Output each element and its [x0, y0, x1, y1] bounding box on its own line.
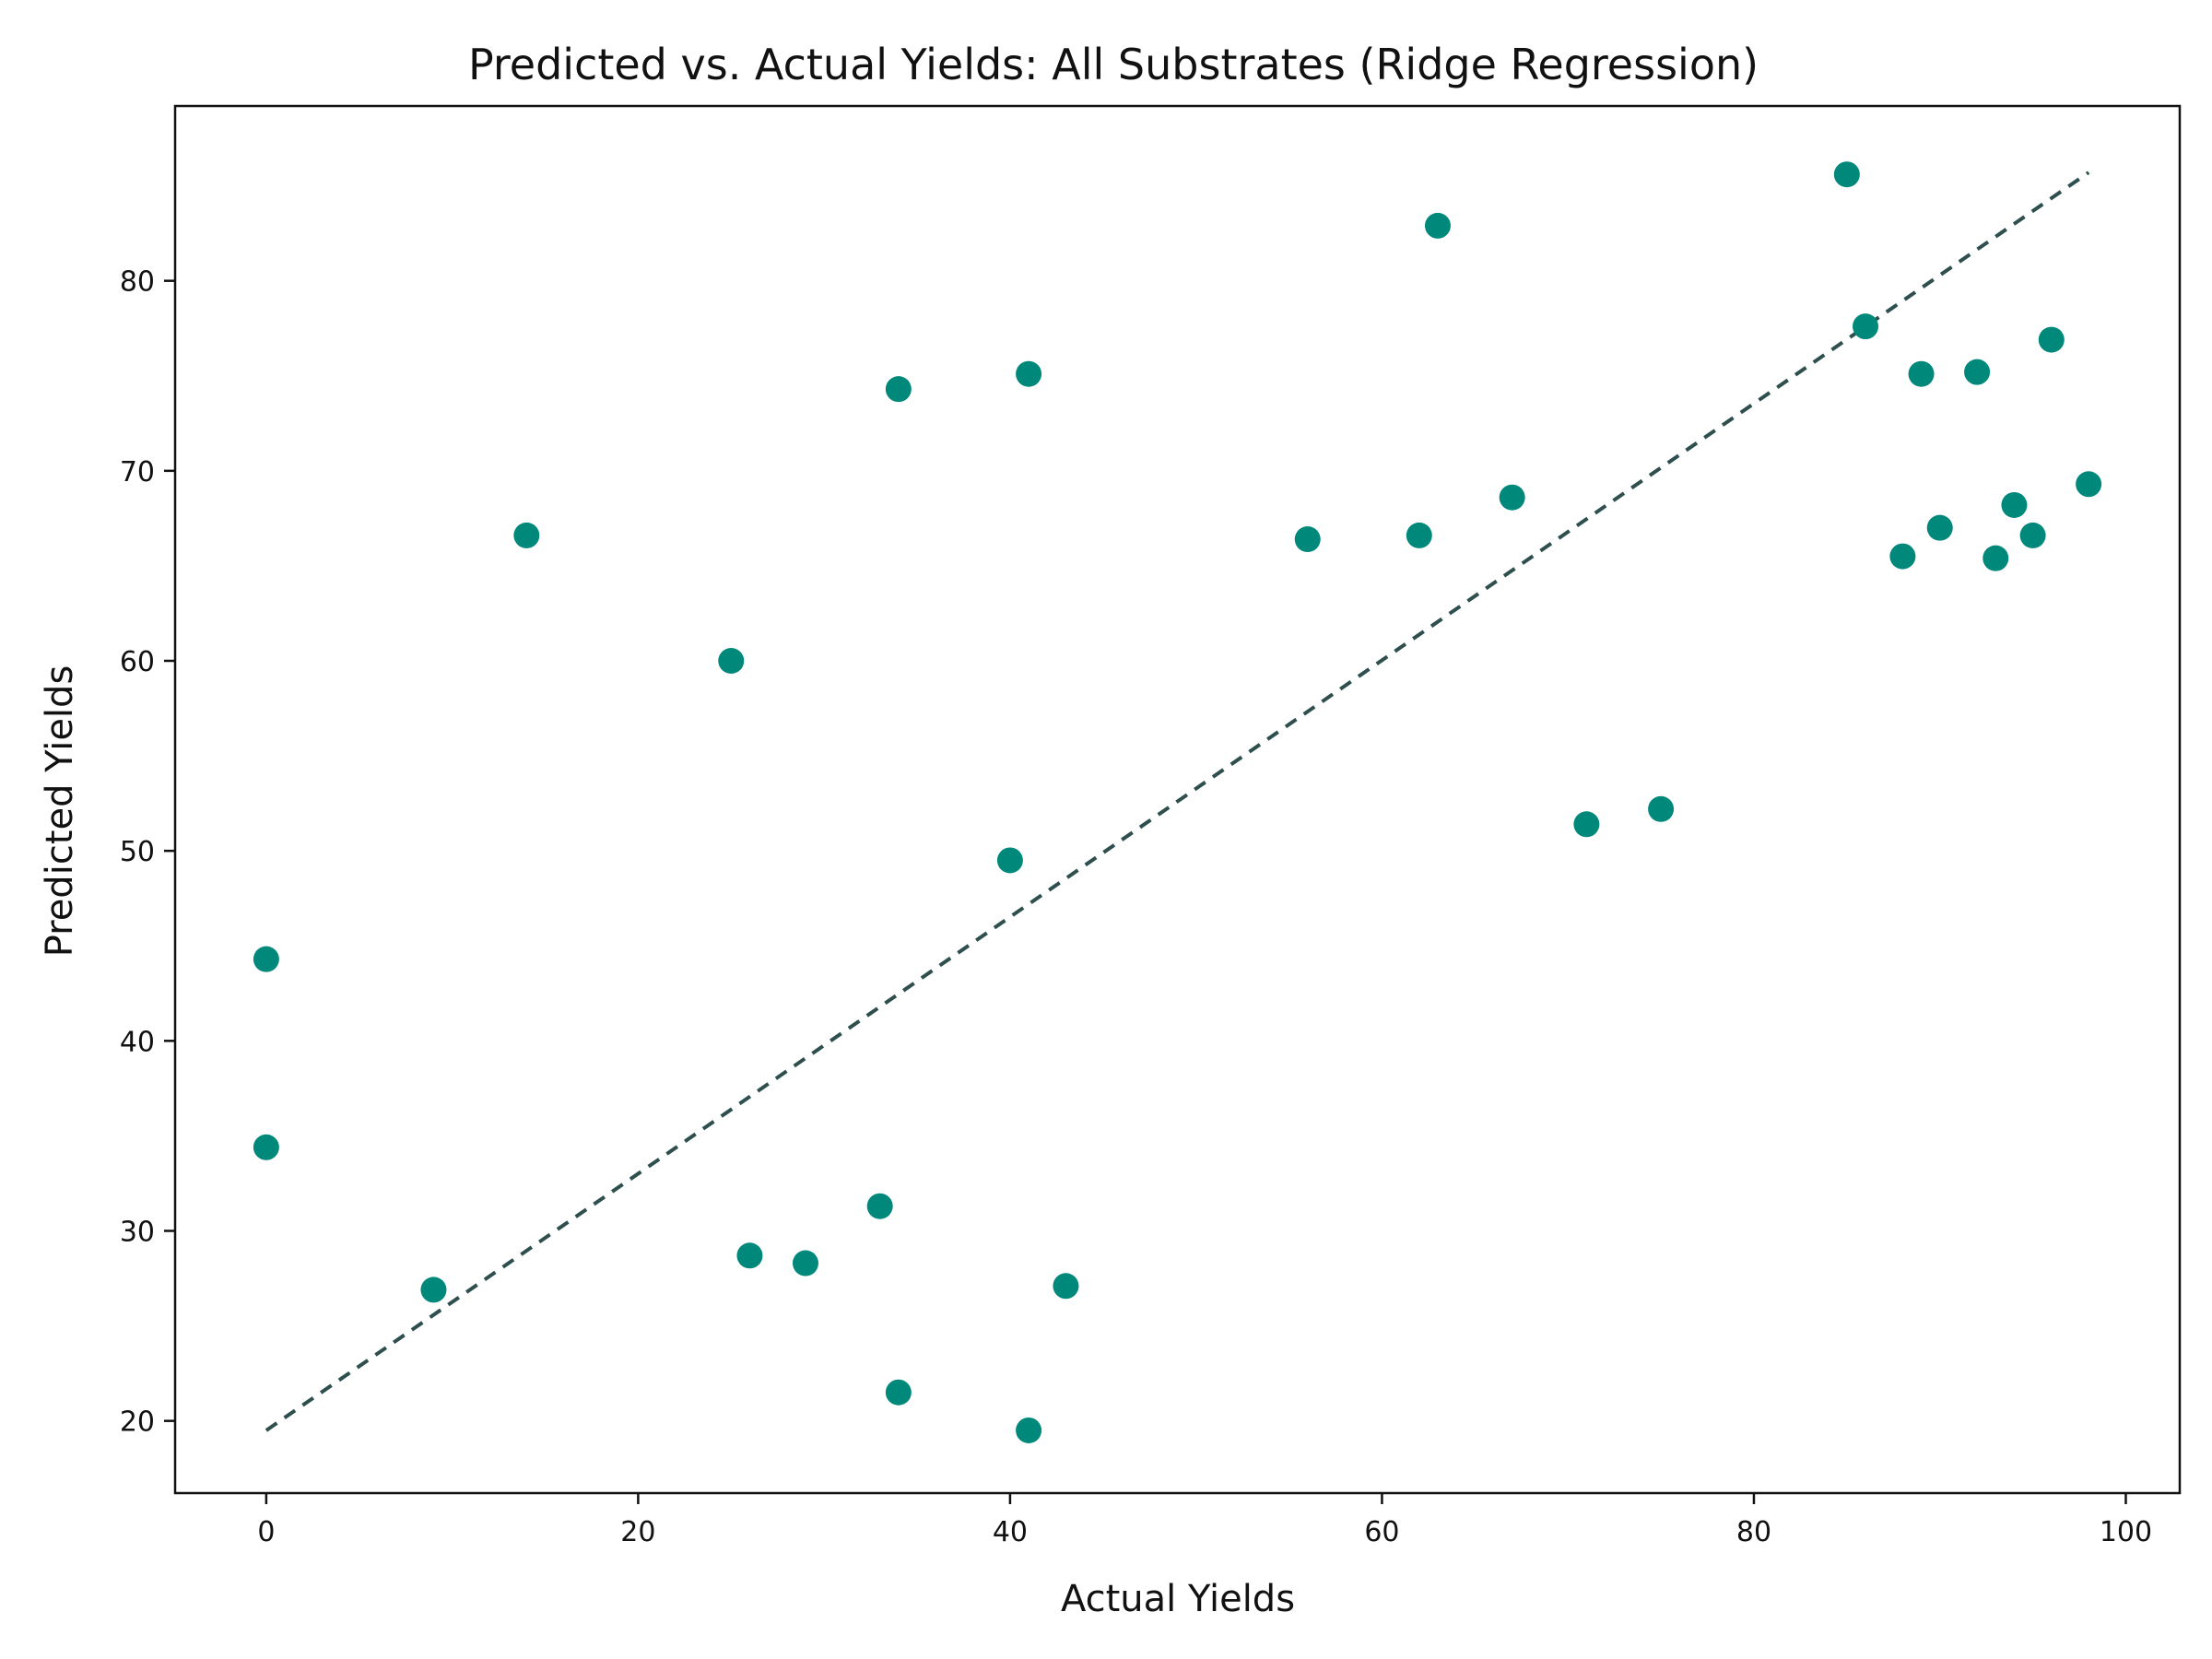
scatter-point [513, 522, 540, 548]
scatter-point [2038, 326, 2065, 353]
scatter-point [1016, 1417, 1042, 1443]
y-tick-label: 80 [120, 266, 155, 299]
scatter-point [2001, 491, 2028, 518]
scatter-point [1964, 359, 1991, 385]
scatter-point [1648, 795, 1675, 822]
scatter-point [996, 847, 1023, 874]
scatter-point [1908, 360, 1935, 387]
scatter-point [1424, 212, 1451, 239]
scatter-point [2019, 522, 2046, 548]
scatter-point [1983, 545, 2009, 571]
scatter-point [1406, 522, 1432, 548]
y-tick-label: 70 [120, 456, 155, 488]
scatter-point [1053, 1273, 1079, 1300]
scatter-point [736, 1242, 763, 1269]
x-tick-label: 60 [1364, 1516, 1399, 1548]
scatter-point [420, 1277, 447, 1303]
scatter-point [2076, 471, 2102, 498]
scatter-point [253, 1134, 279, 1160]
scatter-point [1294, 526, 1321, 553]
scatter-point [1573, 811, 1600, 838]
x-tick-label: 40 [993, 1516, 1028, 1548]
y-tick-label: 60 [120, 646, 155, 678]
scatter-point [718, 648, 745, 674]
scatter-point [1833, 161, 1860, 188]
y-tick-label: 20 [120, 1406, 155, 1439]
y-axis-label: Predicted Yields [39, 665, 81, 958]
scatter-point [885, 376, 912, 403]
scatter-point [885, 1379, 912, 1406]
scatter-point [1889, 543, 1916, 570]
scatter-point [1499, 484, 1525, 511]
scatter-point [1853, 313, 1879, 340]
y-tick-label: 30 [120, 1216, 155, 1248]
x-tick-label: 100 [2100, 1516, 2152, 1548]
scatter-point [1926, 514, 1953, 541]
scatter-points [253, 161, 2102, 1443]
y-axis-ticks: 20 30 40 50 60 70 80 [120, 266, 175, 1439]
y-tick-label: 50 [120, 836, 155, 868]
scatter-point [253, 946, 279, 972]
x-axis-label: Actual Yields [1061, 1578, 1295, 1620]
x-tick-label: 0 [257, 1516, 275, 1548]
scatter-point [1016, 360, 1042, 387]
chart-title: Predicted vs. Actual Yields: All Substra… [468, 40, 1759, 89]
scatter-point [792, 1250, 818, 1277]
y-tick-label: 40 [120, 1026, 155, 1058]
reference-line [265, 171, 2090, 1432]
x-axis-ticks: 0 20 40 60 80 100 [257, 1493, 2152, 1548]
x-tick-label: 20 [620, 1516, 655, 1548]
scatter-point [866, 1193, 893, 1219]
x-tick-label: 80 [1736, 1516, 1771, 1548]
